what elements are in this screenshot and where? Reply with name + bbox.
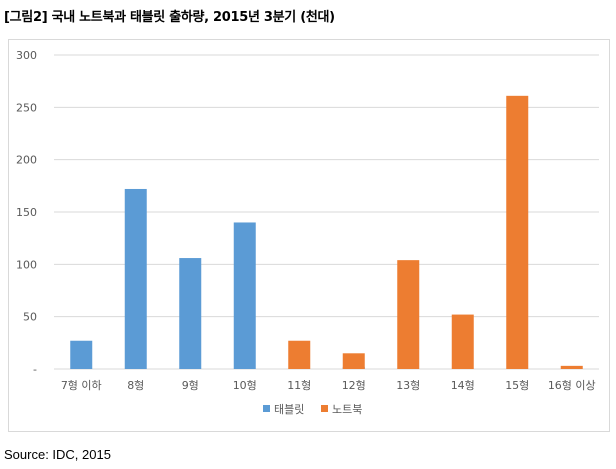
x-tick-label: 12형 (342, 379, 366, 392)
bar-노트북 (506, 95, 529, 369)
bar-노트북 (397, 260, 420, 369)
bar-노트북 (288, 340, 311, 369)
x-tick-label: 7형 이하 (61, 378, 102, 392)
source-note: Source: IDC, 2015 (4, 447, 111, 462)
x-tick-label: 10형 (233, 379, 257, 392)
bar-태블릿 (179, 258, 202, 369)
bar-노트북 (560, 365, 583, 369)
x-tick-label: 13형 (396, 379, 420, 392)
bar-태블릿 (233, 222, 256, 369)
y-tick-label: 200 (16, 154, 37, 167)
legend-swatch (321, 405, 328, 412)
y-tick-label: 300 (16, 49, 37, 62)
y-tick-label: 50 (23, 311, 37, 324)
chart-area: - 50 100 150 200 250 300 7형 이하 8형 9형 10형 11형 12형 13형… (8, 39, 610, 432)
bar-노트북 (451, 314, 474, 369)
y-tick-label: 150 (16, 206, 37, 219)
legend-swatch (263, 405, 270, 412)
x-tick-label: 14형 (451, 379, 475, 392)
bar-chart: - 50 100 150 200 250 300 7형 이하 8형 9형 10형 11형 12형 13형… (16, 49, 599, 416)
x-tick-label: 8형 (127, 379, 144, 392)
y-tick-label: - (33, 363, 37, 376)
x-tick-label: 16형 이상 (548, 379, 596, 392)
bar-노트북 (342, 353, 365, 369)
legend-label: 태블릿 (274, 403, 304, 416)
y-tick-label: 250 (16, 101, 37, 114)
legend-label: 노트북 (332, 403, 362, 416)
figure-title: [그림2] 국내 노트북과 태블릿 출하량, 2015년 3분기 (천대) (4, 10, 335, 25)
x-tick-label: 9형 (182, 379, 199, 392)
bar-태블릿 (70, 340, 93, 369)
y-tick-label: 100 (16, 258, 37, 271)
bar-태블릿 (124, 188, 147, 369)
x-tick-label: 11형 (287, 379, 311, 392)
x-tick-label: 15형 (505, 379, 529, 392)
